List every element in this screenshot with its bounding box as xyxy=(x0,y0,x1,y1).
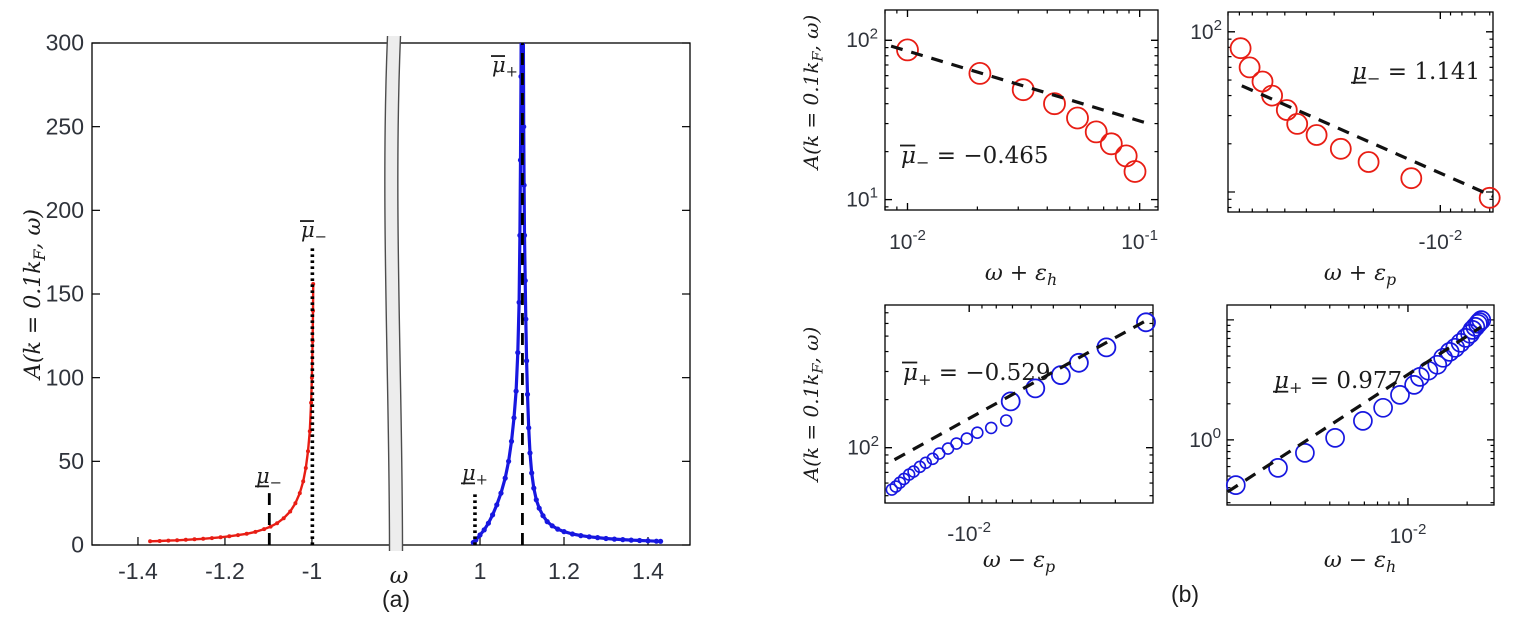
series-power-law-fit xyxy=(893,316,1152,462)
chart-b4: μ+ = 0.977 10-2 100 ω − εh xyxy=(1189,304,1495,576)
svg-text:ω: ω xyxy=(390,563,409,589)
svg-text:-1.4: -1.4 xyxy=(118,558,158,584)
svg-text:50: 50 xyxy=(58,448,84,474)
series-power-law-fit xyxy=(1226,325,1482,494)
svg-text:-1.2: -1.2 xyxy=(205,558,245,584)
svg-text:150: 150 xyxy=(46,281,84,307)
svg-text:102: 102 xyxy=(847,433,879,460)
chart-b1: μ− = −0.465 10-2 10-1 102 101 ω + εh A(k = 0.1… xyxy=(799,9,1159,289)
svg-text:μ−: μ− xyxy=(301,218,327,246)
svg-text:100: 100 xyxy=(1189,425,1221,452)
svg-text:10-2: 10-2 xyxy=(889,227,926,254)
svg-text:102: 102 xyxy=(846,25,878,52)
series-hole-data-neg xyxy=(1229,37,1501,209)
axes-frame-b4 xyxy=(1226,304,1495,506)
panel-b-caption: (b) xyxy=(1170,581,1200,607)
svg-text:μ+: μ+ xyxy=(492,53,518,81)
panel-a-caption: (a) xyxy=(381,586,411,612)
svg-text:1.2: 1.2 xyxy=(548,558,580,584)
svg-text:102: 102 xyxy=(1190,17,1222,44)
series-particle-data-cluster xyxy=(885,414,1013,496)
axis-break-band xyxy=(384,36,403,551)
axes-frame-b2 xyxy=(1227,11,1494,213)
svg-text:10-1: 10-1 xyxy=(1121,227,1158,254)
svg-text:μ−: μ− xyxy=(256,464,282,492)
svg-text:ω + εp: ω + εp xyxy=(1324,261,1396,289)
series-hole-branch xyxy=(148,282,316,544)
svg-text:200: 200 xyxy=(46,197,84,223)
svg-text:A(k = 0.1kF, ω): A(k = 0.1kF, ω) xyxy=(21,209,49,381)
svg-text:1.4: 1.4 xyxy=(632,558,664,584)
svg-text:A(k = 0.1kF, ω): A(k = 0.1kF, ω) xyxy=(799,15,826,172)
svg-text:1: 1 xyxy=(474,558,487,584)
series-hole-data xyxy=(896,38,1147,183)
svg-text:101: 101 xyxy=(846,185,878,212)
svg-text:μ+ = 0.977: μ+ = 0.977 xyxy=(1274,368,1402,397)
chart-b2: μ− = 1.141 -10-2 102 ω + εp xyxy=(1190,11,1501,289)
svg-text:μ− = −0.465: μ− = −0.465 xyxy=(901,143,1048,172)
axes-frame-b3 xyxy=(884,304,1154,504)
svg-text:ω − εh: ω − εh xyxy=(1324,548,1396,576)
svg-text:100: 100 xyxy=(46,364,84,390)
svg-text:-10-2: -10-2 xyxy=(1418,227,1462,254)
series-particle-branch xyxy=(470,43,664,545)
svg-text:-10-2: -10-2 xyxy=(947,519,991,546)
svg-text:250: 250 xyxy=(46,113,84,139)
svg-text:μ− = 1.141: μ− = 1.141 xyxy=(1352,59,1480,88)
svg-text:μ+: μ+ xyxy=(462,461,488,489)
series-power-law-fit xyxy=(890,44,1145,124)
chart-a: μ− μ− μ+ μ+ -1.4 -1.2 -1 1 1.2 1.4 0 50 100 150 200 250… xyxy=(21,30,691,589)
svg-text:10-2: 10-2 xyxy=(1390,521,1427,548)
svg-text:ω − εp: ω − εp xyxy=(983,548,1055,576)
svg-text:-1: -1 xyxy=(302,558,322,584)
axes-frame-b1 xyxy=(884,9,1159,211)
series-power-law-fit xyxy=(1241,84,1494,198)
svg-text:0: 0 xyxy=(71,532,84,558)
svg-text:300: 300 xyxy=(46,30,84,56)
svg-text:ω + εh: ω + εh xyxy=(985,261,1057,289)
svg-text:A(k = 0.1kF, ω): A(k = 0.1kF, ω) xyxy=(799,327,826,484)
